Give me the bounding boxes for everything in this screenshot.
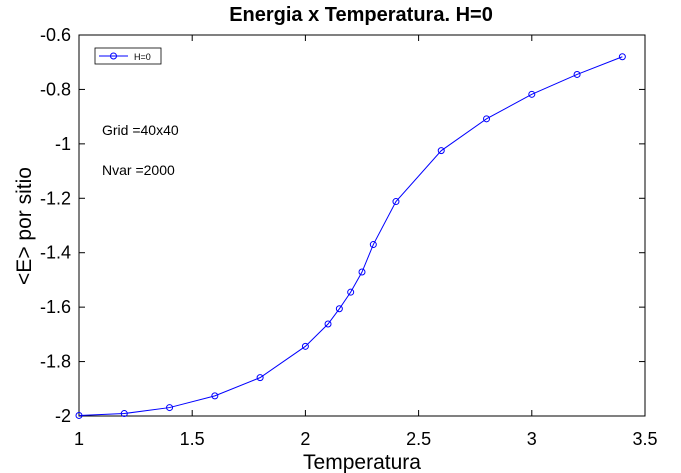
- data-point: [392, 198, 400, 206]
- x-axis: 1 1.5 2 2.5 3 3.5: [74, 35, 658, 449]
- y-tick-label: -1: [55, 134, 71, 154]
- y-axis: -2 -1.8 -1.6 -1.4 -1.2 -1 -0.8 -0.6: [40, 25, 645, 426]
- y-tick-label: -1.2: [40, 188, 71, 208]
- x-tick-label: 2.5: [406, 429, 431, 449]
- plot-area-frame: [78, 34, 646, 417]
- data-point: [369, 241, 377, 249]
- data-point: [437, 147, 445, 155]
- data-point: [618, 53, 626, 61]
- y-axis-title: <E> por sitio: [13, 167, 36, 285]
- data-point: [211, 392, 219, 400]
- y-tick-label: -0.8: [40, 79, 71, 99]
- y-tick-label: -1.6: [40, 297, 71, 317]
- data-point: [324, 320, 332, 328]
- grid-size-annotation: Grid =40x40: [102, 122, 179, 138]
- y-tick-label: -0.6: [40, 25, 71, 45]
- y-tick-label: -2: [55, 406, 71, 426]
- data-point: [166, 404, 174, 412]
- data-point: [301, 342, 309, 350]
- data-point: [335, 305, 343, 313]
- x-tick-label: 2: [300, 429, 310, 449]
- y-tick-label: -1.4: [40, 243, 71, 263]
- x-tick-label: 3.5: [632, 429, 657, 449]
- series-layer: [75, 53, 626, 419]
- data-point: [347, 288, 355, 296]
- data-point: [256, 374, 264, 382]
- legend-label: H=0: [134, 52, 151, 62]
- x-axis-title: Temperatura: [303, 451, 421, 473]
- data-point: [573, 70, 581, 78]
- data-point: [528, 90, 536, 98]
- data-point: [358, 268, 366, 276]
- x-tick-label: 3: [527, 429, 537, 449]
- nvar-annotation: Nvar =2000: [102, 162, 175, 178]
- chart-title: Energia x Temperatura. H=0: [229, 4, 493, 26]
- legend-marker-circle: [110, 52, 117, 60]
- x-tick-label: 1.5: [180, 429, 205, 449]
- data-point: [120, 410, 128, 418]
- data-point: [75, 411, 83, 419]
- series-line: [78, 56, 623, 416]
- data-point: [483, 115, 491, 123]
- x-tick-label: 1: [74, 429, 84, 449]
- legend: H=0: [94, 47, 162, 65]
- y-tick-label: -1.8: [40, 352, 71, 372]
